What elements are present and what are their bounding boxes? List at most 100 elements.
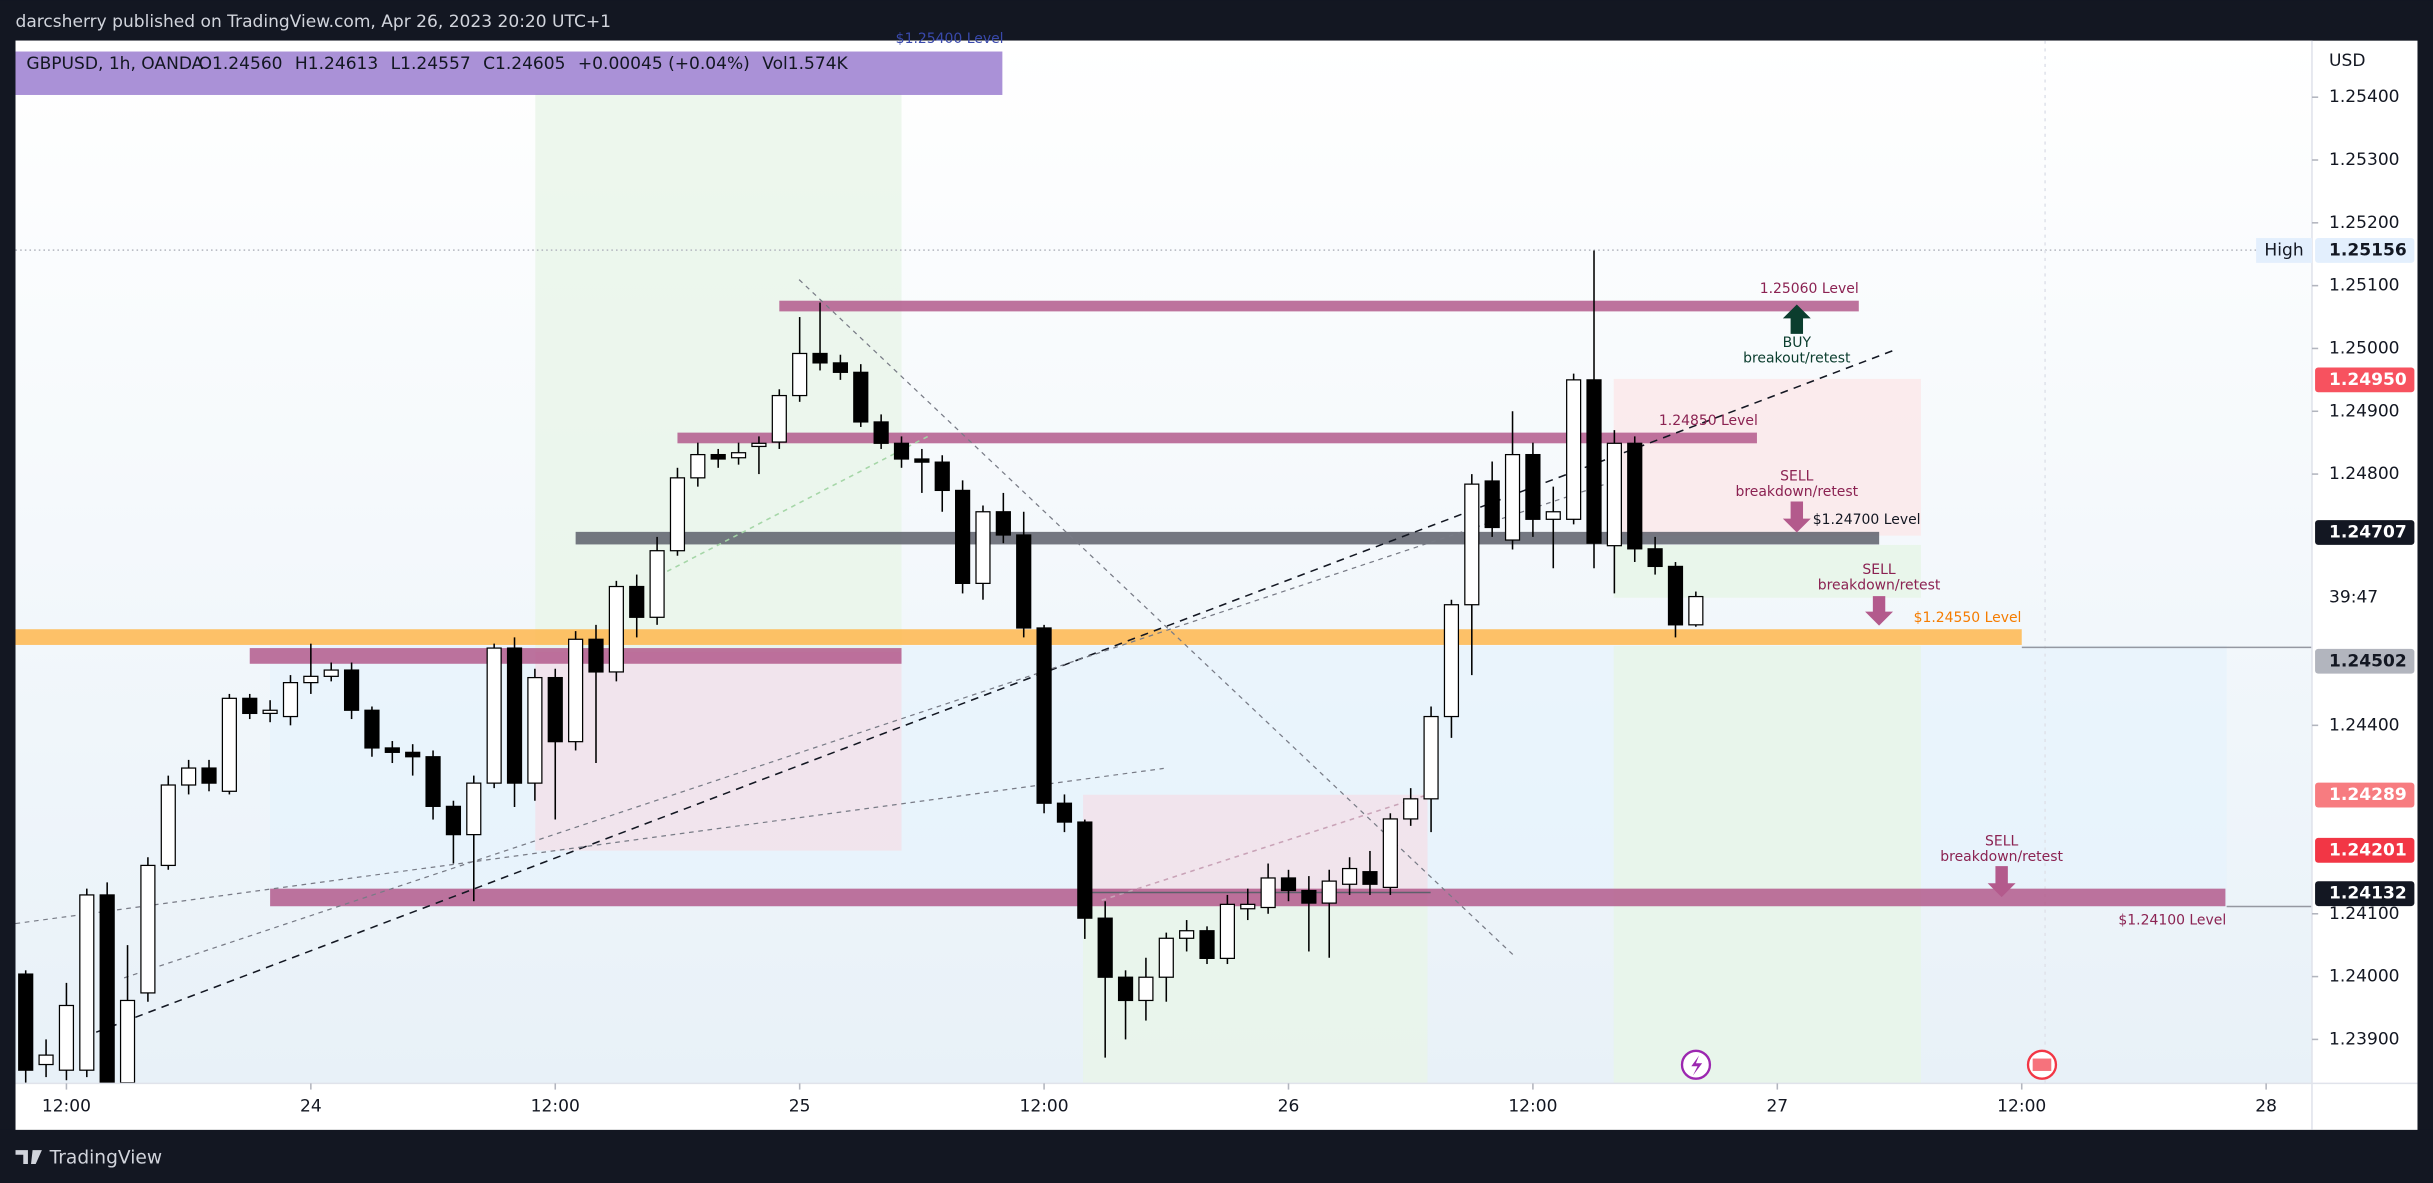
- y-tick-label: 1.24800: [2329, 464, 2400, 484]
- trend-lines: [15, 279, 2312, 1033]
- x-tick-label: 28: [2255, 1097, 2277, 1117]
- candle-body: [1688, 595, 1704, 626]
- x-tick-label: 12:00: [531, 1097, 580, 1117]
- candle-body: [568, 638, 584, 743]
- candle-body: [547, 676, 563, 743]
- candle-body: [1097, 917, 1113, 978]
- candle-body: [914, 458, 930, 463]
- candle-body: [975, 511, 991, 584]
- candle-body: [38, 1054, 54, 1066]
- x-tick-label: 27: [1766, 1097, 1788, 1117]
- y-tick-label: 1.25300: [2329, 150, 2400, 170]
- candle-body: [384, 747, 400, 753]
- candle-body: [303, 675, 319, 684]
- price-label: 1.24502: [2329, 651, 2407, 671]
- candle-body: [710, 453, 726, 460]
- candle-body: [1280, 877, 1297, 892]
- zone: [575, 531, 1880, 545]
- candle-body: [160, 784, 176, 867]
- candle-body: [1382, 818, 1398, 889]
- x-tick-label: 12:00: [42, 1097, 91, 1117]
- legend-item: O1.24560: [199, 54, 283, 74]
- price-label-box: [2315, 881, 2415, 907]
- legend-box: [15, 51, 1003, 95]
- x-tick-label: 12:00: [1020, 1097, 1069, 1117]
- price-label: 1.24132: [2329, 884, 2407, 904]
- candle-body: [242, 697, 258, 715]
- price-label-box: [2315, 367, 2415, 393]
- event-icon-glyph: [1691, 1055, 1703, 1076]
- candle-body: [588, 638, 604, 673]
- annotation-title: SELL: [1780, 469, 1813, 485]
- annotation-text: breakdown/retest: [1735, 484, 1858, 500]
- event-icon-glyph: [2032, 1058, 2052, 1071]
- candle-body: [1484, 480, 1500, 529]
- candle-body: [751, 442, 767, 448]
- candle-body: [1199, 930, 1215, 959]
- candle-body: [425, 756, 441, 807]
- candle-body: [1036, 627, 1052, 804]
- candle-body: [262, 709, 278, 715]
- candle-body: [1117, 976, 1134, 1002]
- candle-body: [934, 461, 950, 492]
- candle-body: [181, 767, 197, 786]
- candle-body: [812, 352, 828, 364]
- trend-line: [15, 767, 1164, 925]
- annotation-text: breakdown/retest: [1940, 849, 2063, 865]
- candle-body: [669, 477, 686, 552]
- candle-body: [1077, 821, 1093, 919]
- profit-box: [1083, 900, 1428, 1084]
- x-tick-label: 26: [1278, 1097, 1300, 1117]
- x-tick-label: 24: [300, 1097, 322, 1117]
- candle-body: [119, 999, 136, 1084]
- y-tick-label: 1.25200: [2329, 213, 2400, 233]
- candles: [18, 250, 1704, 1084]
- axes: 1.25400 1.25300 1.25200 1.25100 1.25000 1.249…: [42, 87, 2415, 1117]
- candle-body: [1158, 937, 1174, 978]
- candle-body: [853, 371, 869, 423]
- candle-body: [1240, 903, 1256, 910]
- profit-box: [1613, 645, 1921, 1084]
- candle-body: [1545, 511, 1561, 520]
- candle-body: [1464, 483, 1480, 606]
- countdown: 39:47: [2329, 588, 2378, 608]
- y-tick-label: 1.25100: [2329, 276, 2400, 296]
- buy-arrow: [1782, 304, 1811, 334]
- candle-body: [1219, 903, 1235, 959]
- trend-line: [123, 480, 1614, 979]
- x-tick-label: 12:00: [1508, 1097, 1557, 1117]
- candle-body: [405, 751, 421, 758]
- legend-item: L1.24557: [391, 54, 471, 74]
- candle-body: [1566, 379, 1582, 520]
- zone: [15, 629, 2022, 645]
- annotation-title: BUY: [1783, 335, 1812, 351]
- candle-body: [1443, 604, 1460, 718]
- footer: [0, 1129, 2433, 1183]
- trend-line: [1101, 794, 1428, 902]
- candle-body: [1362, 871, 1378, 885]
- candle-body: [1016, 534, 1032, 629]
- publisher: darcsherry published on TradingView.com,…: [16, 12, 611, 32]
- candle-body: [486, 647, 502, 784]
- price-label: 1.24950: [2329, 370, 2407, 390]
- candle-body: [832, 362, 849, 373]
- candle-body: [201, 767, 217, 784]
- candle-body: [445, 805, 462, 836]
- y-tick-label: 1.25000: [2329, 338, 2400, 358]
- price-label: 1.24707: [2329, 522, 2407, 542]
- price-label: 1.25156: [2329, 240, 2407, 260]
- zone: [677, 432, 1757, 444]
- shaded-areas: [269, 93, 2227, 1084]
- candle-body: [1179, 930, 1195, 939]
- zone-label: $1.24100 Level: [2118, 912, 2226, 928]
- y-tick-label: 1.24000: [2329, 967, 2400, 987]
- legend-symbol: GBPUSD, 1h, OANDA: [26, 54, 203, 74]
- loss-box: [535, 652, 902, 851]
- zone: [779, 300, 1859, 312]
- candle-body: [1667, 565, 1684, 626]
- annotations: BUY breakout/retest SELL breakdown/retes…: [1680, 304, 2063, 1080]
- candle-body: [873, 421, 889, 444]
- zone-label: $1.25400 Level: [896, 31, 1004, 47]
- brand: TradingView: [49, 1147, 162, 1168]
